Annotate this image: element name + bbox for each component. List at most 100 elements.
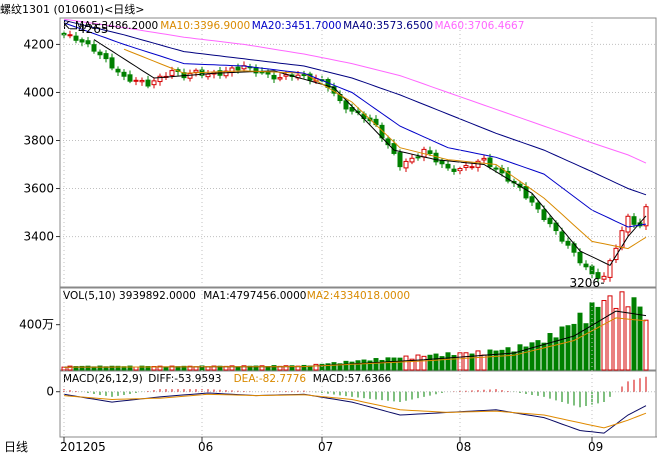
candle-down: [349, 107, 355, 112]
volume-bar-down: [355, 360, 361, 371]
volume-bar-down: [115, 365, 121, 371]
volume-bar-up: [409, 358, 415, 371]
volume-bar-down: [145, 365, 151, 371]
volume-bar-down: [79, 365, 85, 371]
candle-down: [583, 263, 589, 268]
candle-down: [121, 71, 127, 77]
candle-up: [133, 79, 139, 82]
candle-down: [301, 74, 307, 77]
volume-bar-down: [541, 342, 547, 371]
ma-line-ma40: [63, 19, 647, 196]
ma-line-ma10: [123, 48, 647, 250]
volume-bar-down: [505, 347, 511, 371]
macd-axis-label: 0: [46, 385, 54, 399]
x-tick-label: 08: [456, 440, 471, 454]
volume-legend-item: VOL(5,10) 3939892.0000: [63, 290, 196, 302]
volume-bar-down: [451, 355, 457, 371]
candle-down: [439, 159, 445, 165]
candle-down: [493, 167, 499, 170]
volume-bar-up: [625, 306, 631, 371]
volume-bar-down: [385, 357, 391, 371]
volume-bar-up: [229, 365, 235, 371]
ma-line-ma20: [63, 22, 647, 228]
candle-down: [109, 57, 115, 69]
volume-bar-down: [499, 349, 505, 371]
candle-up: [151, 80, 157, 86]
candle-down: [91, 44, 97, 52]
candle-up: [613, 247, 619, 261]
candle-down: [553, 222, 559, 232]
candle-down: [451, 168, 457, 172]
volume-bar-down: [571, 323, 577, 371]
candle-up: [169, 70, 175, 76]
volume-bar-up: [457, 352, 463, 371]
macd-diff-line: [63, 392, 647, 434]
volume-bar-down: [301, 364, 307, 371]
volume-bar-down: [529, 342, 535, 371]
candle-down: [235, 66, 241, 71]
x-tick-label: 201205: [60, 440, 106, 454]
volume-legend-item: MA2:4334018.0000: [307, 290, 410, 302]
volume-legend-item: MA1:4797456.0000: [203, 290, 306, 302]
price-tick-label: 3800: [23, 133, 54, 147]
x-axis-label: 日线: [4, 440, 28, 454]
volume-ma-line-ma1: [64, 310, 647, 368]
candle-up: [625, 215, 631, 233]
volume-bar-down: [547, 333, 553, 371]
volume-bar-up: [463, 352, 469, 371]
candle-down: [523, 186, 529, 199]
x-tick-label: 09: [588, 440, 603, 454]
macd-legend-item: DIFF:-53.9593: [148, 373, 221, 385]
volume-bar-down: [445, 352, 451, 371]
candle-down: [103, 53, 109, 60]
volume-bar-up: [241, 365, 247, 371]
volume-bar-down: [565, 325, 571, 371]
price-legend-prefix: K: [63, 20, 71, 32]
volume-bar-down: [85, 365, 91, 371]
candle-down: [631, 216, 637, 225]
volume-bar-down: [631, 297, 637, 371]
volume-bar-down: [379, 359, 385, 371]
candle-down: [115, 68, 121, 73]
candle-down: [79, 39, 85, 43]
candle-down: [397, 152, 403, 168]
candle-down: [541, 209, 547, 221]
candle-down: [145, 79, 151, 87]
volume-bar-down: [373, 358, 379, 371]
volume-bar-down: [427, 354, 433, 371]
volume-bar-down: [337, 363, 343, 371]
volume-bar-down: [361, 359, 367, 371]
candle-up: [187, 73, 193, 79]
ma-line-ma5: [93, 39, 647, 267]
candle-up: [601, 275, 607, 280]
high-annotation: 4265: [78, 22, 109, 36]
volume-bar-down: [331, 362, 337, 371]
price-legend-item: MA40:3573.6500: [343, 20, 433, 32]
volume-bar-down: [469, 353, 475, 371]
volume-bar-up: [415, 354, 421, 371]
x-tick-label: 06: [198, 440, 213, 454]
volume-bar-up: [601, 300, 607, 371]
candle-down: [595, 272, 601, 279]
candle-up: [403, 160, 409, 169]
volume-bar-down: [271, 365, 277, 371]
volume-bar-up: [283, 365, 289, 371]
volume-bar-down: [235, 366, 241, 371]
volume-bar-up: [151, 365, 157, 371]
candle-down: [427, 150, 433, 155]
candle-down: [97, 51, 103, 56]
price-tick-label: 4200: [23, 37, 54, 51]
volume-bar-down: [73, 366, 79, 371]
volume-ma-line-ma2: [64, 317, 647, 368]
candle-up: [607, 260, 613, 278]
candle-down: [85, 40, 91, 45]
volume-axis-label: 400万: [19, 318, 54, 332]
price-legend-item: MA5:3486.2000: [75, 20, 158, 32]
volume-bar-up: [643, 319, 649, 371]
candle-down: [265, 71, 271, 75]
volume-bar-down: [97, 365, 103, 371]
volume-bar-down: [577, 312, 583, 371]
chart-title: 螺纹1301 (010601)<日线>: [0, 3, 145, 16]
volume-bar-up: [403, 355, 409, 371]
